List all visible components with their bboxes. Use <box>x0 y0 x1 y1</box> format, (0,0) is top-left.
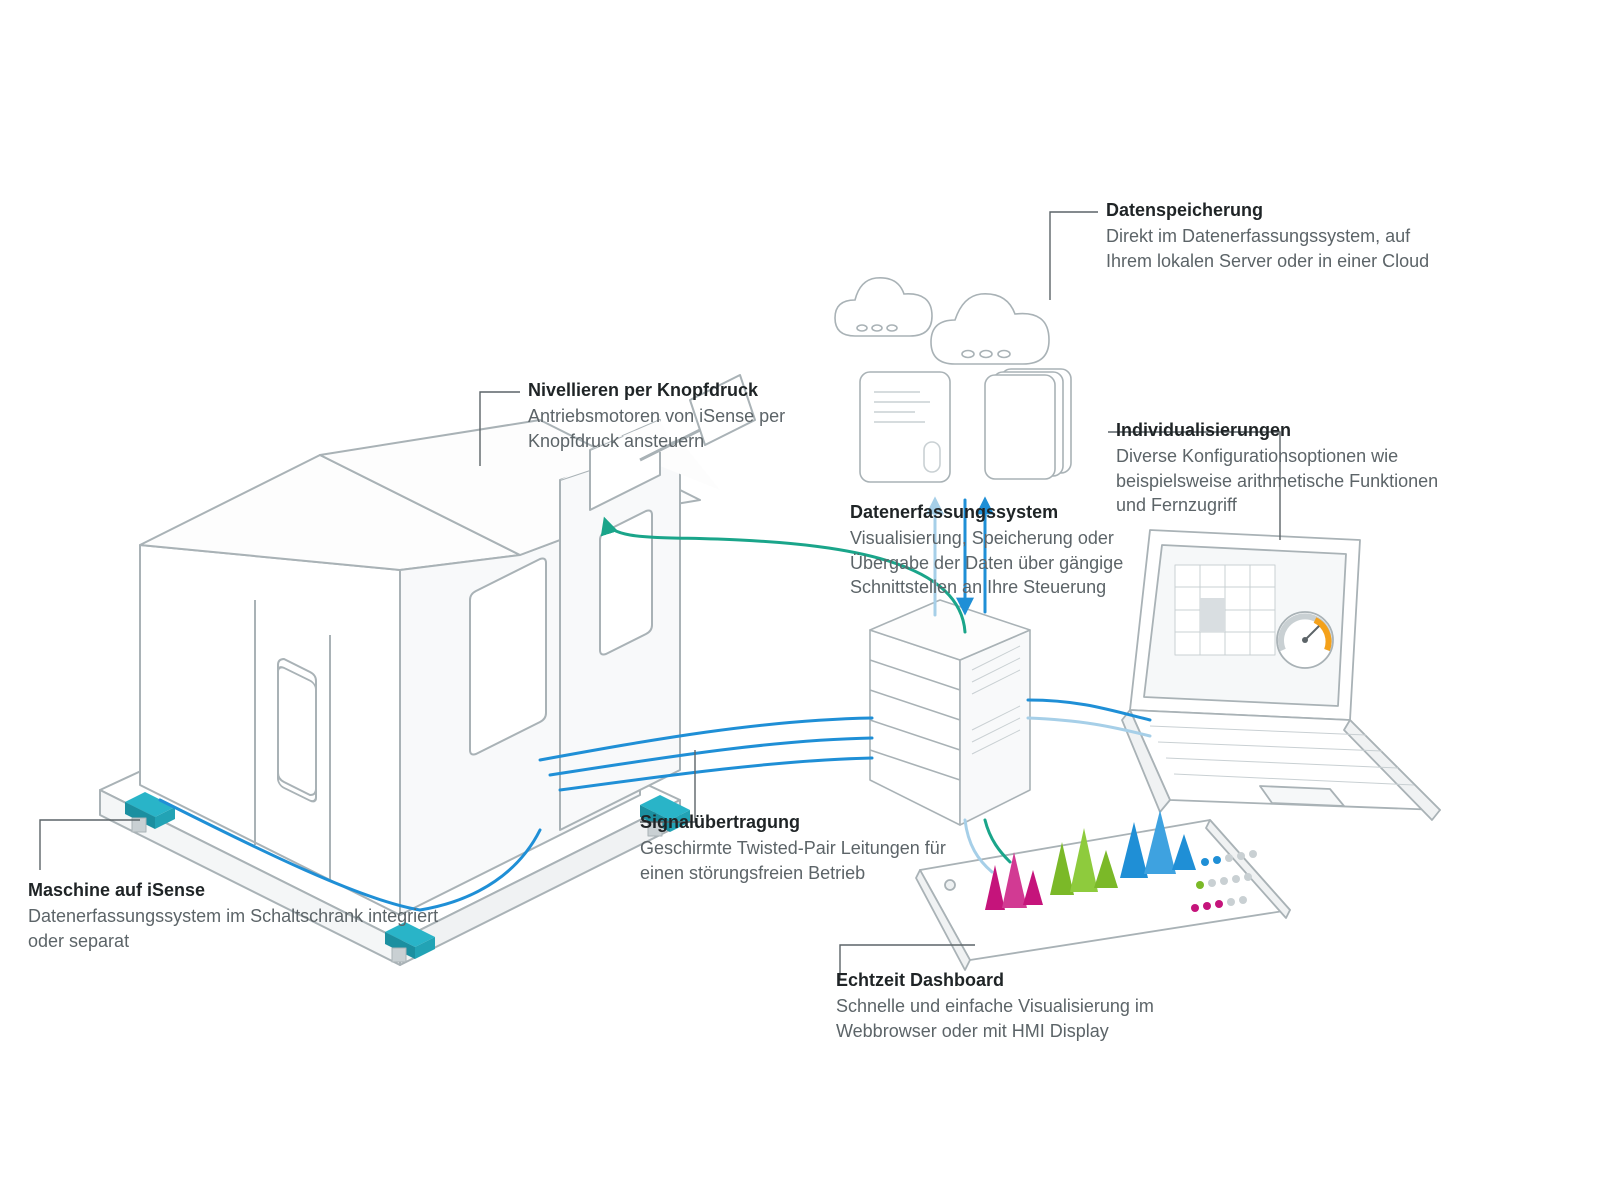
label-machine: Maschine auf iSense Datenerfassungssyste… <box>28 878 448 953</box>
label-storage-body: Direkt im Datenerfassungssystem, auf Ihr… <box>1106 224 1446 273</box>
server-icon <box>870 600 1030 825</box>
label-dashboard: Echtzeit Dashboard Schnelle und einfache… <box>836 968 1236 1043</box>
label-individual-body: Diverse Konfigurationsoptionen wie beisp… <box>1116 444 1446 517</box>
infographic-stage: Nivellieren per Knopfdruck Antriebsmotor… <box>0 0 1600 1200</box>
label-signal-title: Signalübertragung <box>640 810 980 834</box>
label-acquisition-body: Visualisierung, Speicherung oder Übergab… <box>850 526 1190 599</box>
label-dashboard-body: Schnelle und einfache Visualisierung im … <box>836 994 1236 1043</box>
label-machine-title: Maschine auf iSense <box>28 878 448 902</box>
label-storage: Datenspeicherung Direkt im Datenerfassun… <box>1106 198 1446 273</box>
label-leveling: Nivellieren per Knopfdruck Antriebsmotor… <box>528 378 838 453</box>
diagram-svg <box>0 0 1600 1200</box>
label-leveling-body: Antriebsmotoren von iSense per Knopfdruc… <box>528 404 838 453</box>
label-storage-title: Datenspeicherung <box>1106 198 1446 222</box>
storage-icons <box>835 278 1071 482</box>
label-leveling-title: Nivellieren per Knopfdruck <box>528 378 838 402</box>
label-signal: Signalübertragung Geschirmte Twisted-Pai… <box>640 810 980 885</box>
label-dashboard-title: Echtzeit Dashboard <box>836 968 1236 992</box>
label-signal-body: Geschirmte Twisted-Pair Leitungen für ei… <box>640 836 980 885</box>
label-individual-title: Individualisierungen <box>1116 418 1446 442</box>
label-individual: Individualisierungen Diverse Konfigurati… <box>1116 418 1446 517</box>
label-machine-body: Datenerfassungssystem im Schaltschrank i… <box>28 904 448 953</box>
